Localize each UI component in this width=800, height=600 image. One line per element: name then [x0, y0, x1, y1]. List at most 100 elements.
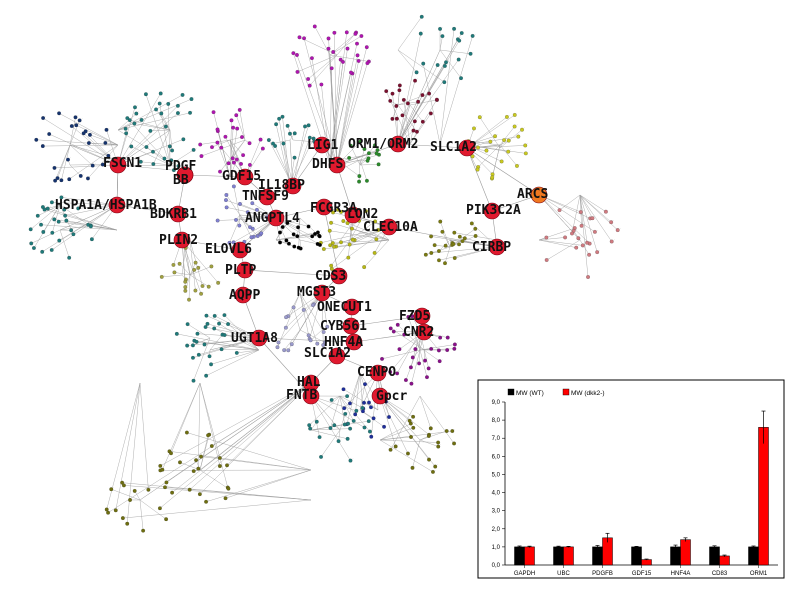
leaf-node — [204, 499, 208, 504]
cluster-edge — [199, 382, 312, 471]
leaf-node-label: · — [613, 218, 614, 222]
leaf-node-label: · — [299, 68, 300, 72]
leaf-edge — [329, 230, 390, 241]
leaf-node — [380, 356, 384, 361]
leaf-node-label: · — [71, 254, 72, 258]
leaf-node-label: · — [319, 340, 320, 344]
leaf-node-label: · — [433, 345, 434, 349]
x-tick-label: HNF4A — [671, 571, 691, 577]
leaf-edge — [379, 436, 412, 441]
leaf-node-label: · — [180, 102, 181, 106]
leaf-node-label: · — [137, 103, 138, 107]
leaf-node — [41, 116, 46, 120]
leaf-edge — [292, 137, 310, 187]
leaf-node — [411, 425, 416, 430]
leaf-node — [226, 322, 230, 326]
leaf-node — [123, 126, 128, 131]
leaf-node — [409, 365, 413, 370]
leaf-edge — [538, 194, 590, 244]
leaf-node — [67, 177, 72, 182]
leaf-edge — [199, 382, 221, 467]
leaf-node-label: · — [192, 109, 193, 113]
hub-label: CDS3 — [315, 269, 346, 284]
leaf-node — [331, 210, 335, 215]
leaf-edge — [71, 125, 119, 166]
leaf-edge — [225, 469, 312, 499]
cluster-edge — [397, 49, 441, 145]
leaf-edge — [538, 194, 596, 233]
leaf-node — [81, 131, 86, 136]
leaf-node-label: · — [361, 217, 362, 221]
leaf-node-label: · — [118, 506, 119, 510]
leaf-node — [488, 139, 493, 144]
y-tick-label: 6,0 — [492, 454, 501, 460]
leaf-node-label: · — [576, 227, 577, 231]
leaf-node — [139, 118, 144, 122]
leaf-node-label: · — [164, 273, 165, 277]
leaf-node-label: · — [68, 217, 69, 221]
leaf-node-label: · — [238, 216, 239, 220]
hub-label: PIK3C2A — [466, 203, 521, 218]
leaf-node — [346, 421, 350, 426]
leaf-edge — [107, 382, 312, 513]
leaf-node — [191, 469, 196, 474]
leaf-edge — [201, 139, 246, 157]
leaf-node-label: · — [182, 458, 183, 462]
hub-edge — [466, 147, 540, 196]
leaf-edge — [314, 26, 331, 56]
leaf-node — [188, 110, 192, 115]
leaf-node — [187, 487, 192, 492]
leaf-edge — [57, 144, 71, 179]
leaf-edge — [278, 118, 291, 187]
leaf-node — [331, 50, 336, 54]
leaf-node-label: · — [210, 431, 211, 435]
leaf-node-label: · — [238, 111, 239, 115]
leaf-edge — [379, 395, 396, 447]
leaf-edge — [411, 349, 421, 384]
leaf-node — [593, 229, 597, 234]
leaf-edge — [275, 233, 316, 241]
leaf-node — [306, 224, 311, 229]
leaf-node-label: · — [381, 151, 382, 155]
leaf-node — [183, 285, 188, 290]
leaf-edge — [329, 35, 362, 56]
hub-edge — [258, 337, 312, 397]
leaf-node — [196, 352, 201, 357]
leaf-node-label: · — [228, 191, 229, 195]
leaf-node-label: · — [285, 223, 286, 227]
leaf-node-label: · — [83, 172, 84, 176]
leaf-node — [595, 250, 600, 255]
y-tick-label: 9,0 — [492, 400, 501, 406]
leaf-node — [452, 26, 456, 31]
leaf-node — [443, 243, 448, 248]
leaf-node — [78, 174, 83, 178]
leaf-edge — [379, 427, 414, 441]
leaf-node — [109, 487, 114, 492]
leaf-node-label: · — [166, 155, 167, 159]
leaf-node — [557, 208, 562, 213]
leaf-node — [163, 485, 167, 490]
leaf-edge — [431, 246, 498, 254]
leaf-edge — [330, 395, 341, 429]
leaf-node — [132, 121, 137, 126]
leaf-edge — [336, 63, 368, 166]
leaf-node — [191, 147, 196, 152]
leaf-node-label: · — [448, 242, 449, 246]
leaf-edge — [423, 349, 440, 362]
leaf-node-label: · — [388, 398, 389, 402]
leaf-node — [499, 159, 504, 164]
leaf-node-label: · — [335, 48, 336, 52]
leaf-node — [183, 279, 188, 284]
leaf-node — [158, 506, 162, 511]
leaf-node — [71, 232, 76, 237]
leaf-edge — [310, 329, 323, 341]
leaf-edge — [169, 451, 312, 471]
leaf-node — [191, 343, 195, 348]
leaf-edge — [439, 35, 473, 145]
leaf-node — [39, 222, 43, 227]
leaf-node-label: · — [168, 478, 169, 482]
leaf-edge — [236, 115, 246, 141]
leaf-node-label: · — [75, 230, 76, 234]
leaf-node-label: · — [482, 113, 483, 117]
leaf-edge — [44, 209, 118, 231]
